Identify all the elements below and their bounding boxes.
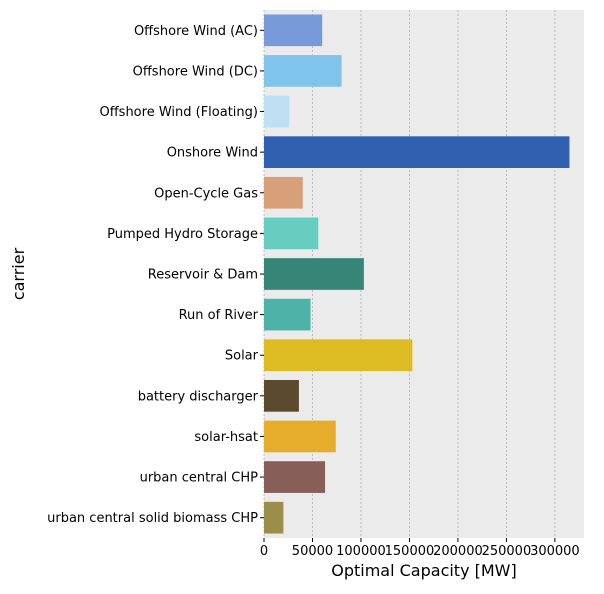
y-axis-label: carrier [9,247,28,300]
y-tick-label: Onshore Wind [167,146,258,161]
y-tick-label: Offshore Wind (Floating) [99,105,258,120]
y-tick-label: urban central CHP [140,471,259,486]
y-tick-label: Pumped Hydro Storage [107,227,258,242]
y-tick-label: Open-Cycle Gas [154,186,258,201]
x-tick-label: 200000 [433,544,483,559]
bar [264,380,299,412]
bar [264,339,413,372]
bars-group [264,14,570,534]
x-tick-label: 0 [260,544,268,559]
y-tick-label: Reservoir & Dam [148,268,258,283]
x-tick-label: 300000 [530,544,580,559]
x-tick-label: 100000 [336,544,386,559]
bar [264,258,364,290]
x-tick-label: 150000 [385,544,435,559]
x-tick-label: 50000 [292,544,333,559]
y-tick-label: Offshore Wind (AC) [134,24,258,39]
bar [264,501,284,534]
bar [264,176,303,209]
bar [264,420,336,453]
x-tick-label: 250000 [482,544,532,559]
bar [264,14,323,47]
y-tick-label: solar-hsat [194,430,258,445]
bar [264,217,319,250]
bar [264,461,326,493]
bar [264,55,342,87]
x-axis-label: Optimal Capacity [MW] [331,561,517,580]
y-tick-label: battery discharger [138,389,259,404]
y-tick-label: urban central solid biomass CHP [47,511,258,526]
y-tick-label: Solar [225,349,259,364]
y-tick-labels: Offshore Wind (AC) Offshore Wind (DC) Offs… [47,24,264,526]
y-tick-label: Run of River [179,308,259,323]
bar [264,298,311,331]
bar [264,95,290,128]
y-tick-label: Offshore Wind (DC) [133,64,258,79]
bar [264,136,570,168]
